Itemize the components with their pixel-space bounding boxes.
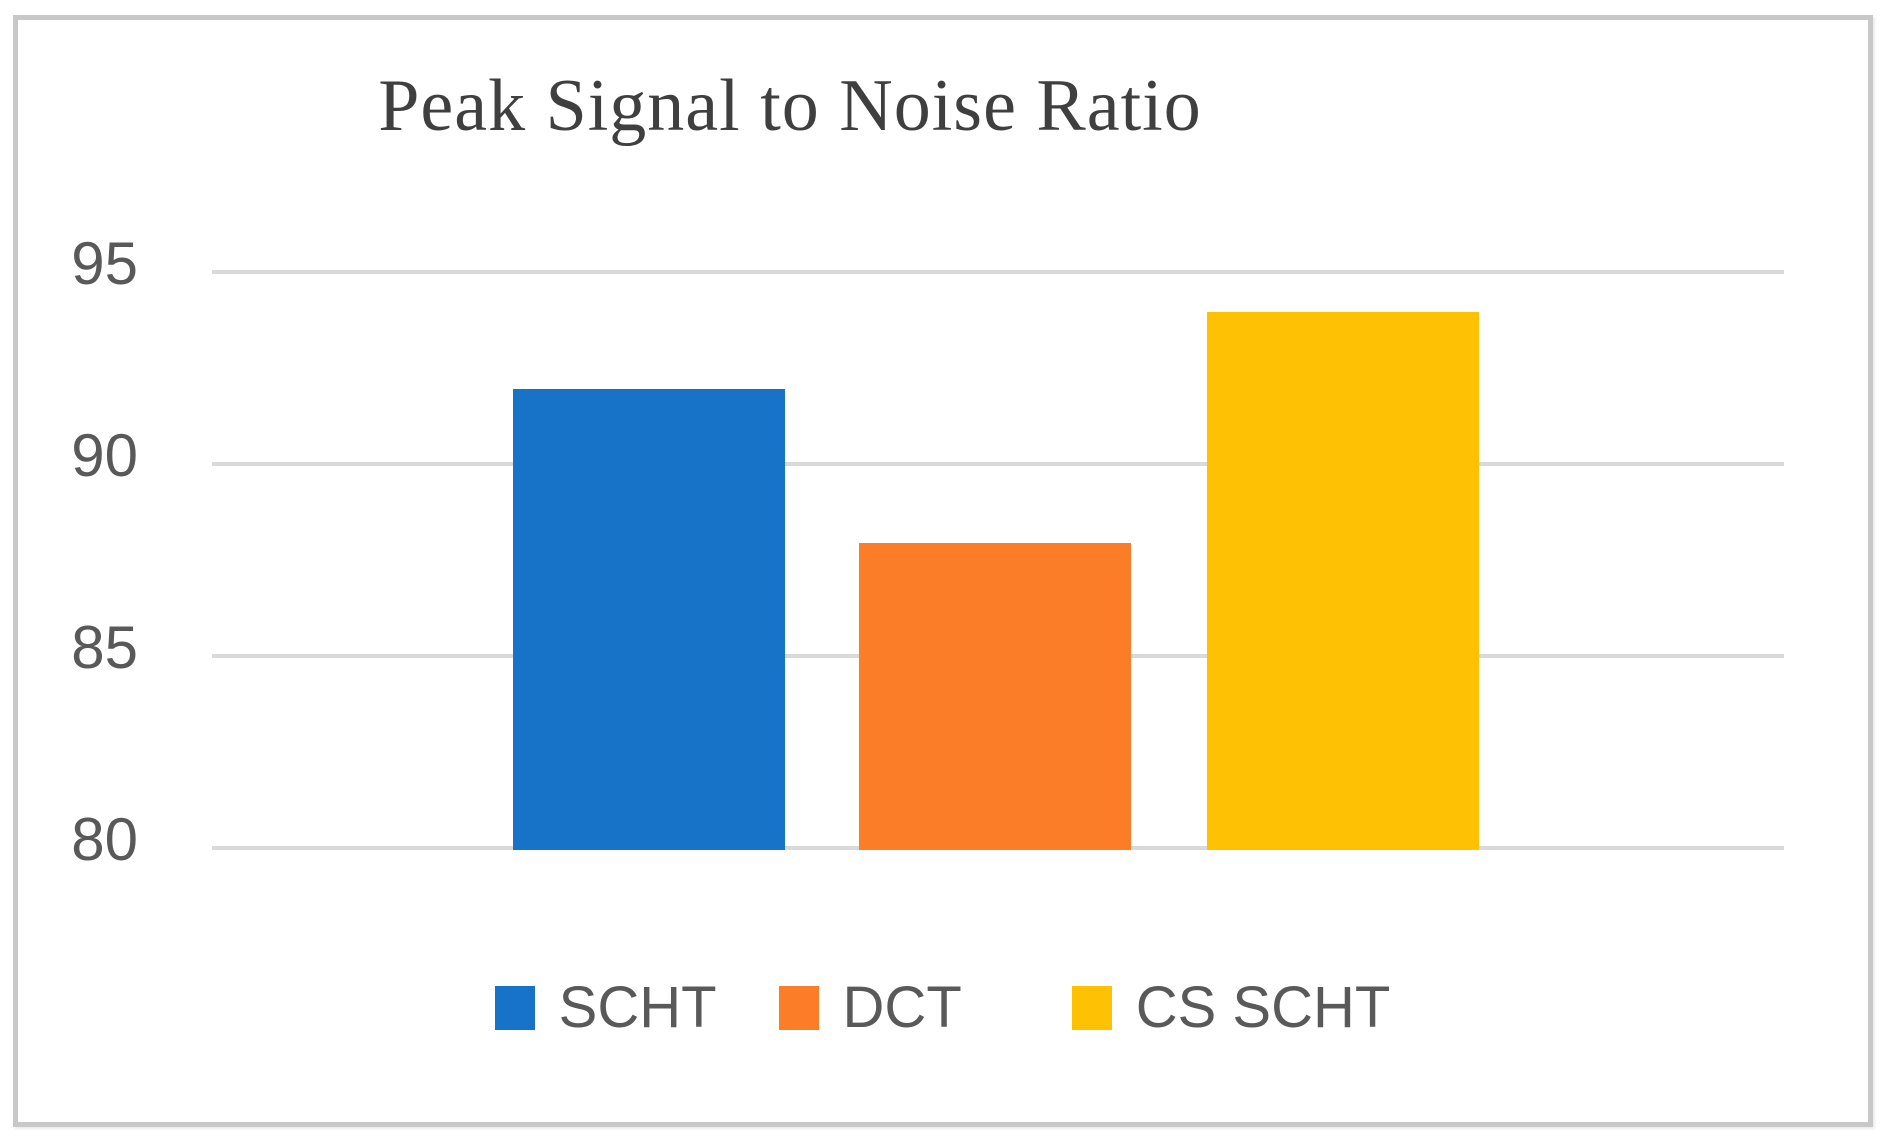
bar-dct <box>859 542 1131 850</box>
legend-swatch-dct <box>778 986 819 1030</box>
legend-item-scht: SCHT <box>494 975 717 1040</box>
legend-item-dct: DCT <box>778 975 962 1040</box>
y-axis-tick-label: 90 <box>71 422 138 489</box>
legend-label: CS SCHT <box>1135 975 1391 1040</box>
legend-label: SCHT <box>558 975 717 1040</box>
gridline <box>212 270 1784 274</box>
y-axis-tick-label: 85 <box>71 614 138 681</box>
legend-swatch-cs-scht <box>1071 986 1112 1030</box>
legend-label: DCT <box>842 975 962 1040</box>
chart-legend: SCHT DCT CS SCHT <box>0 978 1885 1038</box>
legend-swatch-scht <box>494 986 535 1030</box>
y-axis-tick-label: 80 <box>71 806 138 873</box>
chart-title: Peak Signal to Noise Ratio <box>378 65 1202 147</box>
gridline <box>212 462 1784 466</box>
y-axis-tick-label: 95 <box>71 230 138 297</box>
legend-item-cs-scht: CS SCHT <box>1071 975 1391 1040</box>
figure-border <box>13 15 1873 1127</box>
bar-cs-scht <box>1207 312 1479 850</box>
bar-scht <box>513 389 785 850</box>
